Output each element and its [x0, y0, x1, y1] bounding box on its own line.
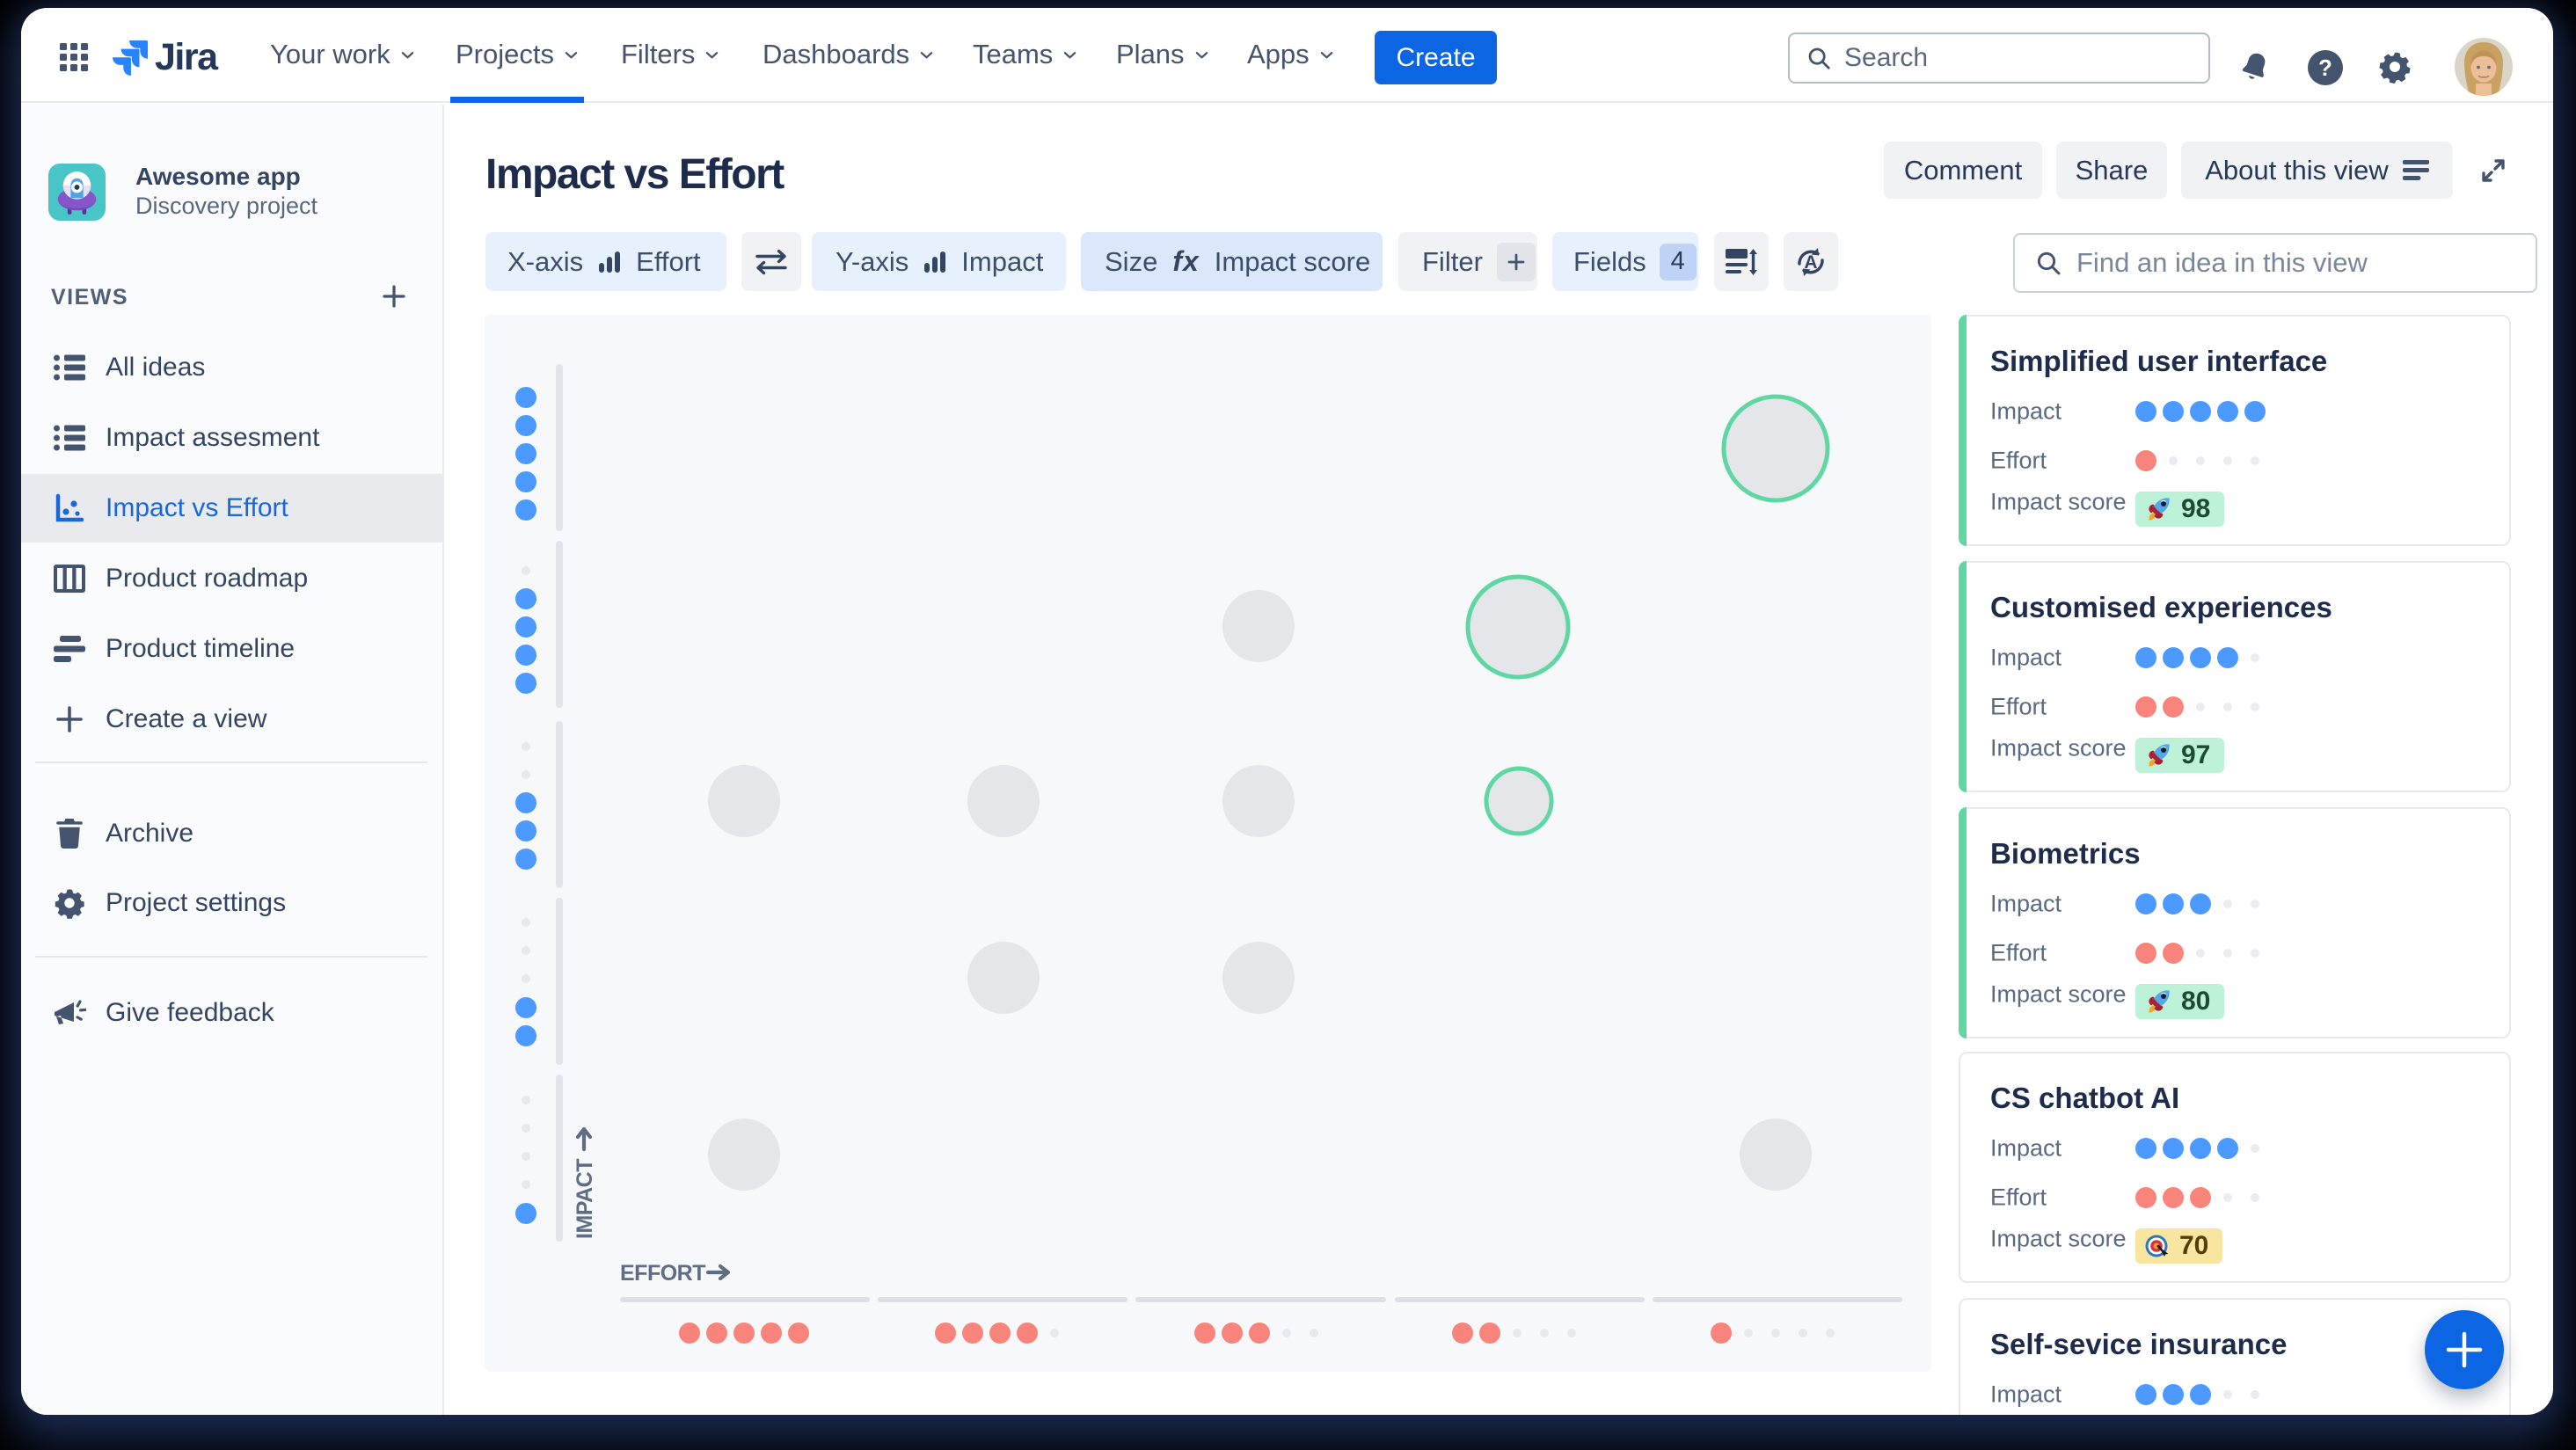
- svg-text:IMPACT: IMPACT: [573, 1159, 597, 1239]
- svg-text:?: ?: [2318, 55, 2332, 81]
- svg-text:EFFORT: EFFORT: [620, 1261, 705, 1286]
- svg-text:A: A: [1804, 252, 1817, 273]
